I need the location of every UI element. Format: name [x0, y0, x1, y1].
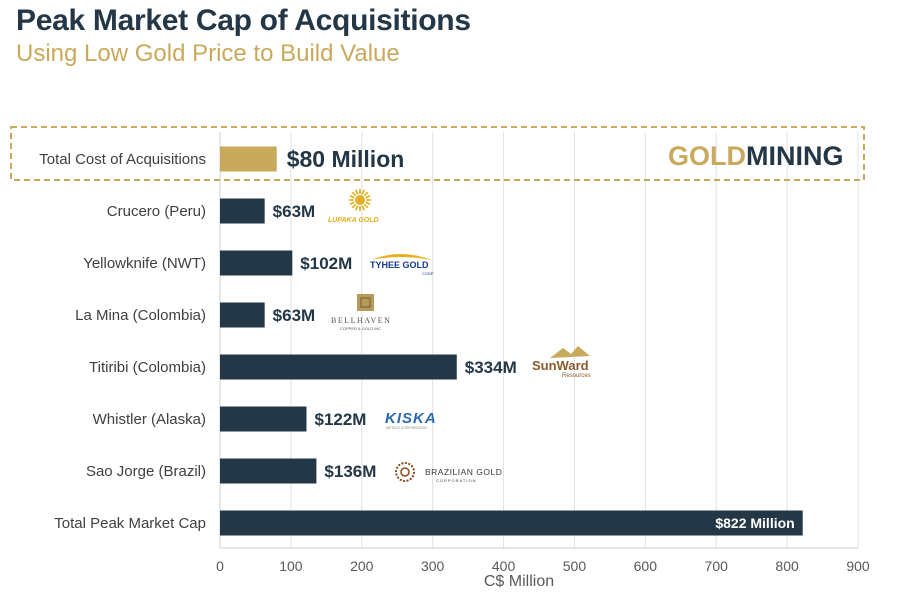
- x-tick-label: 700: [705, 558, 729, 574]
- sun-icon: [355, 195, 365, 205]
- sun-icon: [365, 201, 371, 205]
- bar: [220, 302, 265, 328]
- x-tick-label: 200: [350, 558, 374, 574]
- ring-icon: [400, 467, 410, 477]
- category-label: Titiribi (Colombia): [89, 359, 206, 376]
- square-emblem-icon: [357, 294, 374, 311]
- page-subtitle: Using Low Gold Price to Build Value: [16, 40, 400, 67]
- kiska-logo-sub: METALS CORPORATION: [386, 426, 427, 430]
- data-label: $63M: [273, 202, 316, 221]
- data-label: $80 Million: [287, 146, 405, 172]
- ring-icon: [395, 462, 415, 482]
- category-label: Whistler (Alaska): [93, 411, 206, 428]
- sun-icon: [363, 191, 369, 197]
- category-label: La Mina (Colombia): [75, 307, 206, 324]
- brazilian-gold-logo-sub: CORPORATION: [436, 478, 476, 483]
- x-tick-label: 800: [775, 558, 799, 574]
- bar: [220, 406, 307, 432]
- data-label: $334M: [465, 358, 517, 377]
- kiska-logo-text: KISKA: [385, 410, 437, 427]
- sunward-logo-sub: Resources: [562, 373, 591, 379]
- bar: [220, 250, 293, 276]
- sun-icon: [361, 189, 365, 195]
- square-emblem-icon: [360, 297, 371, 308]
- bar: [220, 354, 457, 380]
- sun-icon: [355, 189, 359, 195]
- category-label: Sao Jorge (Brazil): [86, 463, 206, 480]
- sun-icon: [361, 205, 365, 211]
- sun-icon: [349, 201, 355, 205]
- page-title: Peak Market Cap of Acquisitions: [16, 4, 471, 37]
- x-tick-label: 100: [279, 558, 303, 574]
- category-label: Yellowknife (NWT): [83, 255, 206, 272]
- bar: [220, 510, 803, 536]
- x-tick-label: 600: [634, 558, 658, 574]
- data-label: $102M: [300, 254, 352, 273]
- sun-icon: [349, 195, 355, 199]
- x-tick-label: 900: [846, 558, 870, 574]
- data-label: $63M: [273, 306, 316, 325]
- highlight-box: [10, 126, 865, 181]
- data-label: $136M: [324, 462, 376, 481]
- category-label: Total Cost of Acquisitions: [39, 151, 206, 168]
- category-label: Total Peak Market Cap: [54, 515, 206, 532]
- bar: [220, 146, 277, 172]
- tyhee-gold-logo-text: TYHEE GOLD: [370, 260, 429, 270]
- sun-icon: [365, 195, 371, 199]
- sun-icon: [351, 203, 357, 209]
- lupaka-gold-logo-text: LUPAKA GOLD: [328, 217, 379, 224]
- x-tick-label: 400: [492, 558, 516, 574]
- x-tick-label: 500: [563, 558, 587, 574]
- tyhee-gold-logo-sub: CORP: [422, 271, 434, 276]
- bellhaven-logo-sub: COPPER & GOLD INC: [340, 326, 381, 331]
- x-tick-label: 300: [421, 558, 445, 574]
- brazilian-gold-logo-text: BRAZILIAN GOLD: [425, 467, 502, 477]
- bar: [220, 458, 317, 484]
- bar: [220, 198, 265, 224]
- goldmining-logo: GOLDMINING: [668, 141, 844, 171]
- sun-icon: [351, 191, 357, 197]
- sun-icon: [363, 203, 369, 209]
- arc-icon: [371, 254, 432, 260]
- data-label: $122M: [314, 410, 366, 429]
- category-label: Crucero (Peru): [107, 203, 206, 220]
- mountain-icon: [550, 346, 590, 358]
- sun-icon: [355, 205, 359, 211]
- x-tick-label: 0: [216, 558, 224, 574]
- x-axis-label: C$ Million: [484, 573, 554, 590]
- bellhaven-logo-text: BELLHAVEN: [331, 316, 391, 325]
- sunward-logo-text: SunWard: [532, 358, 589, 373]
- data-label: $822 Million: [715, 515, 794, 531]
